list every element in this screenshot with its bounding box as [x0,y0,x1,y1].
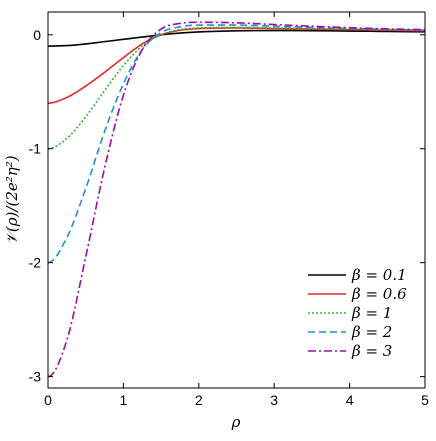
y-tick-label: 0 [33,27,41,43]
x-tick-label: 0 [44,392,52,408]
y-tick-label: -2 [29,255,42,271]
legend-label-3: β = 1 [351,304,392,322]
legend-label-2: β = 0.6 [351,285,407,303]
legend-label-5: β = 3 [351,342,392,360]
series-line-4 [47,24,426,264]
x-axis-label: ρ [231,413,241,431]
legend-label-4: β = 2 [351,323,392,341]
x-tick-label: 5 [421,392,429,408]
legend-label-1: β = 0.1 [351,266,407,284]
y-tick-label: -1 [29,141,42,157]
series-line-1 [47,29,426,47]
legend: β = 0.1β = 0.6β = 1β = 2β = 3 [308,266,407,360]
plot-frame [47,11,426,389]
y-axis-label: 𝒱(ρ)/(2e²η²) [3,155,21,244]
x-tick-label: 4 [346,392,354,408]
ticks-layer: 0 1 2 3 4 5 0 -1 -2 -3 [29,12,429,408]
x-tick-label: 3 [270,392,278,408]
y-tick-label: -3 [29,369,42,385]
x-tick-label: 1 [120,392,128,408]
series-line-3 [47,26,426,150]
series-layer [47,21,426,378]
x-tick-label: 2 [195,392,203,408]
series-line-5 [47,21,426,378]
